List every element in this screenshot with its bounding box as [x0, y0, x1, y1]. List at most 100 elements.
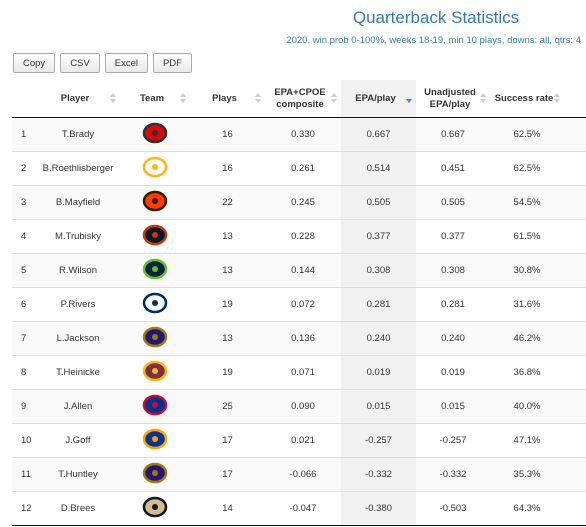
table-cell: 0.377 — [416, 219, 490, 254]
table-cell — [564, 253, 586, 288]
column-header[interactable]: EPA/play — [341, 80, 416, 118]
table-cell: 17 — [190, 457, 265, 492]
logo-detail — [152, 334, 158, 340]
team-logo — [142, 394, 168, 416]
export-button[interactable]: Excel — [104, 53, 148, 73]
table-cell: R.Wilson — [36, 253, 120, 288]
table-row: 4 M.Trubisky 13 0.228 0.377 0.377 61.5% — [12, 219, 586, 254]
logo-detail — [152, 130, 158, 136]
team-logo-cell — [120, 355, 190, 390]
table-cell: 46.2% — [490, 321, 564, 356]
sort-down — [331, 99, 337, 103]
sort-down — [480, 99, 486, 103]
logo-detail — [152, 504, 158, 510]
row-index: 8 — [12, 355, 36, 390]
export-button[interactable]: CSV — [60, 53, 100, 73]
logo-detail — [152, 300, 158, 306]
column-header[interactable]: Success rate — [490, 80, 564, 118]
subtitle: 2020, win prob 0-100%, weeks 18-19, min … — [286, 35, 581, 46]
table-cell: 19 — [190, 287, 265, 322]
table-cell: 0.308 — [416, 253, 490, 288]
sort-icon[interactable] — [554, 93, 560, 103]
row-index: 3 — [12, 185, 36, 220]
table-cell: -0.257 — [341, 423, 416, 458]
table-cell: 54.5% — [490, 185, 564, 220]
column-header-text: EPA/play — [355, 92, 396, 104]
table-cell: 0.377 — [341, 219, 416, 254]
table-cell: 0.015 — [416, 389, 490, 424]
table-cell: 0.505 — [341, 185, 416, 220]
logo-detail — [152, 232, 158, 238]
sort-up — [255, 93, 261, 97]
row-index: 5 — [12, 253, 36, 288]
table-cell: 0.281 — [416, 287, 490, 322]
table-cell: 19 — [190, 355, 265, 390]
table-cell: 0.136 — [265, 321, 341, 356]
column-header[interactable]: EPA+CPOE composite — [265, 80, 341, 118]
table-cell — [564, 491, 586, 526]
team-logo-cell — [120, 287, 190, 322]
column-header[interactable]: Player — [36, 80, 120, 118]
column-header[interactable]: Unadjusted EPA/play — [416, 80, 490, 118]
sort-up — [554, 93, 560, 97]
logo-detail — [152, 402, 158, 408]
export-button[interactable]: Copy — [13, 53, 56, 73]
sort-down — [180, 99, 186, 103]
table-cell: 0.071 — [265, 355, 341, 390]
table-cell: T.Heinicke — [36, 355, 120, 390]
title: Quarterback Statistics — [352, 8, 520, 27]
table-cell: 62.5% — [490, 151, 564, 186]
sort-down — [406, 99, 412, 103]
team-logo — [142, 462, 168, 484]
table-cell: 0.072 — [265, 287, 341, 322]
sort-icon[interactable] — [180, 93, 186, 103]
table-cell: -0.066 — [265, 457, 341, 492]
table-cell: 31.6% — [490, 287, 564, 322]
team-logo-cell — [120, 389, 190, 424]
table-cell — [564, 423, 586, 458]
table-cell: 0.667 — [416, 117, 490, 152]
sort-down — [255, 99, 261, 103]
sort-icon[interactable] — [255, 93, 261, 103]
sort-icon[interactable] — [110, 93, 116, 103]
table-cell: 0.240 — [341, 321, 416, 356]
table-cell — [564, 185, 586, 220]
team-logo-cell — [120, 219, 190, 254]
table-cell: -0.332 — [416, 457, 490, 492]
table-cell: 13 — [190, 321, 265, 356]
table-cell: 40.0% — [490, 389, 564, 424]
table-cell: P.Rivers — [36, 287, 120, 322]
table-cell: 64.3% — [490, 491, 564, 526]
table-cell: 36.8% — [490, 355, 564, 390]
sort-up — [331, 93, 337, 97]
table-cell — [564, 287, 586, 322]
column-header[interactable]: Plays — [190, 80, 265, 118]
table-cell: 0.228 — [265, 219, 341, 254]
table-cell: 25 — [190, 389, 265, 424]
team-logo-cell — [120, 491, 190, 526]
export-button[interactable]: PDF — [152, 53, 192, 73]
row-index: 10 — [12, 423, 36, 458]
team-logo-cell — [120, 117, 190, 152]
table-cell: 0.019 — [416, 355, 490, 390]
column-header-text: Unadjusted EPA/play — [424, 86, 476, 110]
table-cell — [564, 151, 586, 186]
sort-icon[interactable] — [331, 93, 337, 103]
row-index: 12 — [12, 491, 36, 526]
table-cell: -0.380 — [341, 491, 416, 526]
header-cell — [564, 80, 586, 118]
table-cell: 0.514 — [341, 151, 416, 186]
table-cell: 30.8% — [490, 253, 564, 288]
table-cell: B.Mayfield — [36, 185, 120, 220]
team-logo — [142, 360, 168, 382]
table-cell: 16 — [190, 117, 265, 152]
table-cell: 0.451 — [416, 151, 490, 186]
button-bar: Copy CSV Excel PDF — [13, 53, 192, 73]
sort-icon[interactable] — [406, 93, 412, 103]
table-cell: 0.505 — [416, 185, 490, 220]
table-cell: 61.5% — [490, 219, 564, 254]
table-cell: 14 — [190, 491, 265, 526]
sort-icon[interactable] — [480, 93, 486, 103]
sort-down — [554, 99, 560, 103]
table-cell: 0.330 — [265, 117, 341, 152]
